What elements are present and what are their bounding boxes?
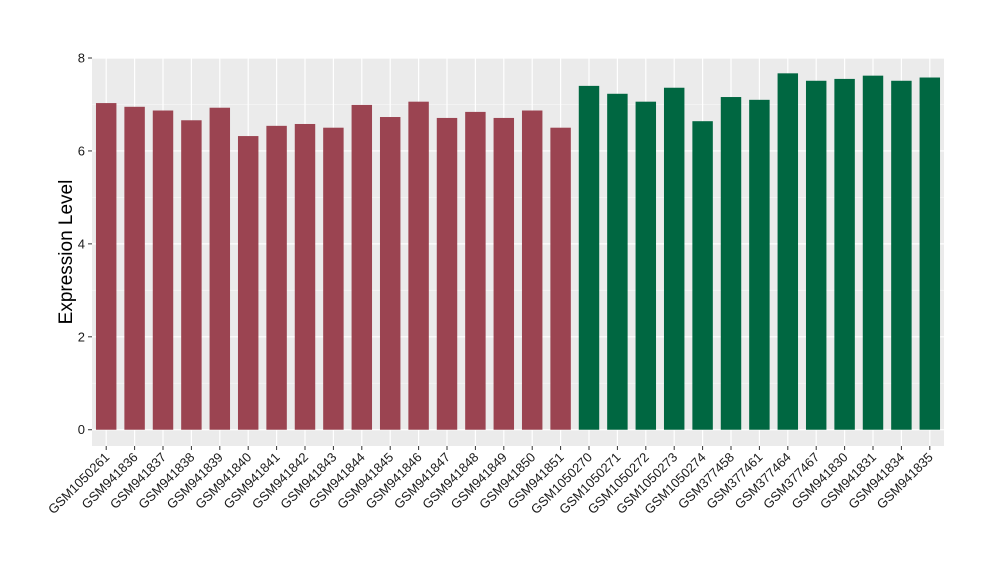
bar-GSM941846: [408, 101, 429, 430]
bar-GSM1050271: [607, 93, 628, 430]
bar-GSM941831: [862, 75, 884, 430]
bar-GSM941837: [152, 110, 174, 430]
bar-GSM941843: [323, 127, 344, 430]
y-tick-label: 8: [78, 51, 85, 66]
bar-GSM941830: [834, 78, 855, 430]
bar-GSM941835: [919, 77, 941, 430]
bar-GSM377464: [777, 73, 799, 430]
bar-GSM1050273: [663, 87, 685, 430]
bar-GSM1050272: [635, 101, 657, 430]
y-axis: 0 2 4 6 8: [78, 51, 92, 437]
bar-GSM1050261: [95, 103, 117, 430]
x-axis: GSM1050261GSM941836GSM941837GSM941838GSM…: [45, 446, 936, 517]
y-tick-label: 2: [78, 329, 85, 344]
bar-GSM941840: [237, 136, 259, 430]
bar-GSM941842: [294, 123, 316, 430]
bar-GSM941848: [465, 111, 486, 430]
bar-GSM941849: [493, 117, 515, 430]
bar-GSM941841: [266, 125, 287, 430]
bar-GSM941838: [181, 120, 202, 430]
bar-GSM941834: [891, 80, 912, 430]
bar-GSM941836: [124, 106, 145, 430]
y-tick-label: 0: [78, 422, 85, 437]
bar-GSM377461: [749, 99, 770, 430]
plot-panel: [92, 58, 944, 446]
bar-GSM941851: [550, 127, 571, 430]
bar-GSM941839: [209, 107, 231, 430]
bar-GSM941845: [379, 117, 401, 430]
y-axis-title: Expression Level: [56, 180, 77, 325]
y-tick-label: 6: [78, 143, 85, 158]
bar-GSM941847: [436, 117, 458, 430]
bar-GSM377458: [720, 97, 742, 430]
bar-GSM941844: [351, 104, 373, 430]
bar-GSM1050270: [578, 85, 600, 430]
bar-GSM941850: [521, 110, 543, 430]
y-tick-label: 4: [78, 236, 85, 251]
bar-GSM1050274: [692, 121, 713, 430]
bars: [95, 73, 941, 430]
bar-GSM377467: [805, 80, 827, 430]
